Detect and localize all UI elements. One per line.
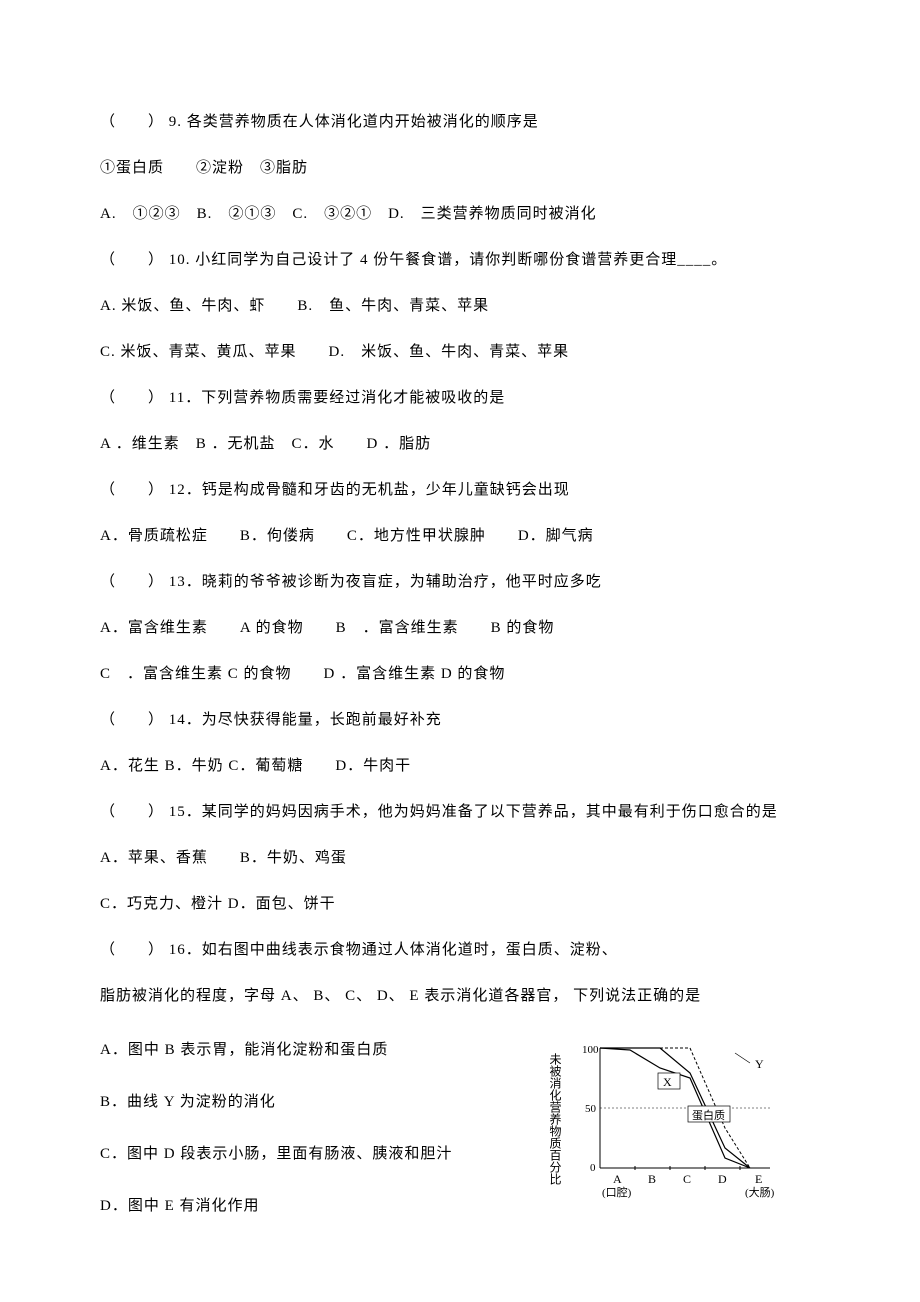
q16-figure-block: A．图中 B 表示胃，能消化淀粉和蛋白质 B．曲线 Y 为淀粉的消化 C．图中 … [100, 1038, 820, 1218]
digestion-chart: 未被消化营养物质百分比 100 50 0 A B C D E (口腔) (大肠) [540, 1028, 820, 1208]
chart-xsub-a: (口腔) [602, 1185, 632, 1199]
q13-options-ab: A．富含维生素 A 的食物 B ．富含维生素 B 的食物 [100, 616, 820, 640]
chart-label-x: X [663, 1075, 672, 1089]
q16-option-a: A．图中 B 表示胃，能消化淀粉和蛋白质 [100, 1038, 496, 1062]
chart-xlabel-e: E [755, 1172, 762, 1186]
chart-xlabel-b: B [648, 1172, 656, 1186]
q13-options-cd: C ．富含维生素 C 的食物 D ．富含维生素 D 的食物 [100, 662, 820, 686]
q16-option-c: C．图中 D 段表示小肠，里面有肠液、胰液和胆汁 [100, 1142, 496, 1166]
q15-options-cd: C．巧克力、橙汁 D．面包、饼干 [100, 892, 820, 916]
chart-label-y: Y [755, 1057, 764, 1071]
q15-options-ab: A．苹果、香蕉 B．牛奶、鸡蛋 [100, 846, 820, 870]
q16-option-b: B．曲线 Y 为淀粉的消化 [100, 1090, 496, 1114]
q11-stem: （ ） 11．下列营养物质需要经过消化才能被吸收的是 [100, 386, 820, 410]
q9-options: A. ①②③ B. ②①③ C. ③②① D. 三类营养物质同时被消化 [100, 202, 820, 226]
chart-xlabel-c: C [683, 1172, 691, 1186]
q12-stem: （ ） 12．钙是构成骨髓和牙齿的无机盐，少年儿童缺钙会出现 [100, 478, 820, 502]
q14-options: A．花生 B．牛奶 C．葡萄糖 D．牛肉干 [100, 754, 820, 778]
q16-stem2: 脂肪被消化的程度，字母 A、 B、 C、 D、 E 表示消化道各器官， 下列说法… [100, 984, 820, 1008]
q14-stem: （ ） 14．为尽快获得能量，长跑前最好补充 [100, 708, 820, 732]
chart-xlabel-d: D [718, 1172, 727, 1186]
chart-xsub-e: (大肠) [745, 1185, 775, 1199]
q10-options-ab: A. 米饭、鱼、牛肉、虾 B. 鱼、牛肉、青菜、苹果 [100, 294, 820, 318]
q9-sub: ①蛋白质 ②淀粉 ③脂肪 [100, 156, 820, 180]
q11-options: A ．维生素 B ．无机盐 C．水 D ．脂肪 [100, 432, 820, 456]
chart-ytick-50: 50 [585, 1103, 597, 1115]
q16-option-d: D．图中 E 有消化作用 [100, 1194, 496, 1218]
chart-label-protein: 蛋白质 [692, 1108, 725, 1122]
q12-options: A．骨质疏松症 B．佝偻病 C．地方性甲状腺肿 D．脚气病 [100, 524, 820, 548]
chart-ylabel: 未被消化营养物质百分比 [548, 1053, 562, 1186]
q10-stem: （ ） 10. 小红同学为自己设计了 4 份午餐食谱，请你判断哪份食谱营养更合理… [100, 248, 820, 272]
q15-stem: （ ） 15．某同学的妈妈因病手术，他为妈妈准备了以下营养品，其中最有利于伤口愈… [100, 800, 820, 824]
q10-options-cd: C. 米饭、青菜、黄瓜、苹果 D. 米饭、鱼、牛肉、青菜、苹果 [100, 340, 820, 364]
chart-ytick-0: 0 [590, 1162, 596, 1174]
q16-stem: （ ） 16．如右图中曲线表示食物通过人体消化道时，蛋白质、淀粉、 [100, 938, 820, 962]
chart-ytick-100: 100 [582, 1044, 599, 1056]
chart-xlabel-a: A [613, 1172, 622, 1186]
q13-stem: （ ） 13．晓莉的爷爷被诊断为夜盲症，为辅助治疗，他平时应多吃 [100, 570, 820, 594]
chart-label-y-pointer [735, 1053, 750, 1063]
q9-stem: （ ） 9. 各类营养物质在人体消化道内开始被消化的顺序是 [100, 110, 820, 134]
